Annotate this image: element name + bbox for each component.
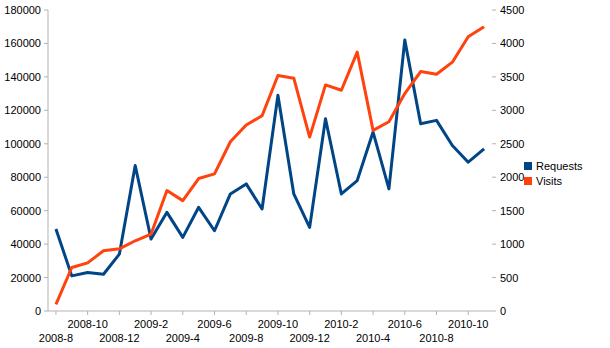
x-tick (468, 311, 469, 315)
y-tick (44, 10, 48, 11)
y2-tick-label: 3000 (500, 104, 524, 116)
y-tick (44, 43, 48, 44)
x-tick-label: 2008-8 (39, 332, 73, 344)
x-tick (277, 311, 278, 315)
y-tick (44, 177, 48, 178)
y-tick-label: 20000 (10, 272, 41, 284)
y-tick (44, 143, 48, 144)
x-tick (182, 311, 183, 315)
y-tick (44, 311, 48, 312)
x-tick-label: 2010-4 (356, 332, 390, 344)
y2-tick (492, 43, 496, 44)
x-tick (214, 311, 215, 315)
x-tick (341, 311, 342, 315)
y-tick-label: 80000 (10, 171, 41, 183)
x-tick (246, 311, 247, 315)
x-tick-label: 2008-10 (67, 318, 107, 330)
y2-tick-label: 1000 (500, 238, 524, 250)
x-tick (119, 311, 120, 315)
y2-tick (492, 110, 496, 111)
y2-tick-label: 500 (500, 272, 518, 284)
x-tick-label: 2009-4 (166, 332, 200, 344)
y-tick-label: 180000 (4, 4, 41, 16)
series-line (56, 40, 484, 276)
series-line (56, 27, 484, 305)
x-tick-label: 2010-2 (324, 318, 358, 330)
y2-tick (492, 177, 496, 178)
y-axis (48, 10, 49, 311)
x-axis (48, 311, 492, 312)
y-tick-label: 40000 (10, 238, 41, 250)
y2-tick-label: 0 (500, 305, 506, 317)
y-tick-label: 140000 (4, 71, 41, 83)
y-tick-label: 100000 (4, 138, 41, 150)
x-tick-label: 2009-10 (258, 318, 298, 330)
y2-tick-label: 2500 (500, 138, 524, 150)
y-tick-label: 60000 (10, 205, 41, 217)
y2-tick (492, 277, 496, 278)
x-tick-label: 2008-12 (99, 332, 139, 344)
y-tick (44, 110, 48, 111)
x-tick (436, 311, 437, 315)
y2-tick-label: 1500 (500, 205, 524, 217)
x-tick (309, 311, 310, 315)
y2-tick (492, 10, 496, 11)
legend-label: Requests (536, 160, 583, 172)
y2-tick (492, 244, 496, 245)
x-tick-label: 2009-8 (229, 332, 263, 344)
y2-tick (492, 210, 496, 211)
y2-tick-label: 2000 (500, 171, 524, 183)
y-tick-label: 160000 (4, 37, 41, 49)
y2-tick (492, 311, 496, 312)
x-tick-label: 2010-10 (448, 318, 488, 330)
x-tick (373, 311, 374, 315)
y-tick-label: 0 (35, 305, 41, 317)
y2-tick-label: 3500 (500, 71, 524, 83)
legend-swatch (524, 162, 532, 170)
y-tick (44, 210, 48, 211)
x-tick-label: 2009-2 (134, 318, 168, 330)
x-tick (151, 311, 152, 315)
y-tick (44, 244, 48, 245)
x-tick (404, 311, 405, 315)
x-tick (55, 311, 56, 315)
y-tick (44, 277, 48, 278)
legend-swatch (524, 177, 532, 185)
y-tick (44, 76, 48, 77)
y2-tick (492, 76, 496, 77)
x-tick (87, 311, 88, 315)
x-tick-label: 2009-12 (289, 332, 329, 344)
chart: 0200004000060000800001000001200001400001… (0, 0, 610, 348)
legend-label: Visits (536, 175, 563, 187)
x-tick-label: 2009-6 (197, 318, 231, 330)
y2-tick-label: 4500 (500, 4, 524, 16)
x-tick-label: 2010-8 (419, 332, 453, 344)
y2-tick-label: 4000 (500, 37, 524, 49)
y-tick-label: 120000 (4, 104, 41, 116)
y2-tick (492, 143, 496, 144)
plot-area (56, 27, 484, 305)
x-tick-label: 2010-6 (388, 318, 422, 330)
